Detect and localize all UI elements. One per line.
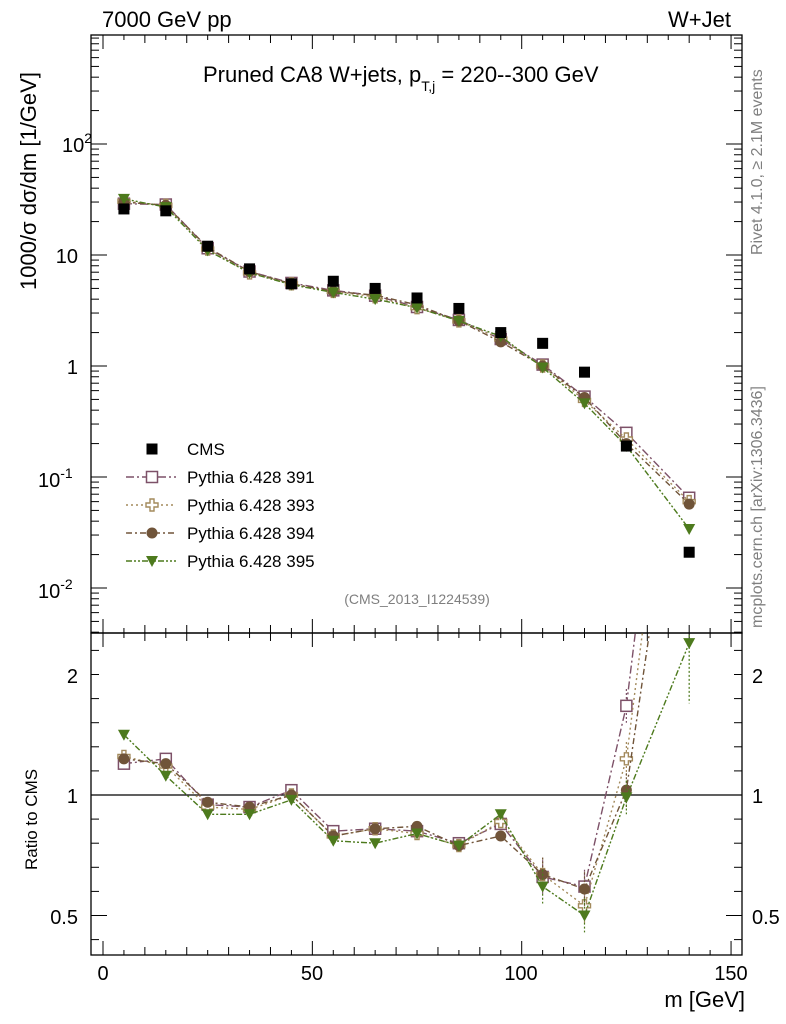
ratio-point-3 [118, 753, 130, 765]
chart-title-sub: T,j [421, 78, 435, 94]
data-point-0 [160, 205, 172, 217]
y-tick-label-10: 10 [56, 246, 78, 268]
ratio-point-4 [620, 792, 633, 804]
series-line-3 [123, 201, 690, 505]
ratio-point-4 [327, 835, 340, 847]
y-tick-label-100: 102 [62, 130, 92, 157]
ratio-point-4 [243, 809, 256, 821]
ratio-point-3 [495, 830, 507, 842]
legend-marker-1 [145, 470, 159, 484]
data-point-4 [411, 302, 424, 314]
ratio-tick-label-2: 2 [67, 666, 78, 688]
ratio-point-4 [285, 794, 298, 806]
data-point-3 [683, 498, 695, 510]
data-point-0 [620, 440, 632, 452]
data-point-4 [117, 193, 130, 205]
data-point-4 [452, 315, 465, 327]
ratio-point-4 [494, 809, 507, 821]
ratio-tick-label-1-right: 1 [752, 786, 763, 808]
ratio-tick-label-0.5: 0.5 [50, 907, 78, 929]
data-point-0 [537, 337, 549, 349]
data-point-0 [495, 327, 507, 339]
legend: CMS Pythia 6.428 391 Pythia 6.428 393 Py… [126, 440, 315, 571]
legend-marker-4 [146, 556, 158, 567]
analysis-id: (CMS_2013_I1224539) [344, 591, 490, 607]
legend-marker-2 [145, 498, 159, 512]
legend-label-393: Pythia 6.428 393 [187, 496, 315, 515]
x-tick-label-150: 150 [714, 963, 747, 985]
ratio-point-4 [369, 838, 382, 850]
chart-title: Pruned CA8 W+jets, pT,j = 220--300 GeV [203, 62, 599, 94]
header-right: W+Jet [668, 7, 731, 32]
ratio-point-4 [452, 840, 465, 852]
ratio-tick-label-2-right: 2 [752, 666, 763, 688]
data-point-0 [327, 275, 339, 287]
ratio-point-4 [578, 910, 591, 922]
y-tick-label-0.01: 10-2 [38, 576, 73, 603]
series-main-0 [118, 203, 695, 558]
chart-title-main: Pruned CA8 W+jets, p [203, 62, 421, 87]
data-point-0 [683, 546, 695, 558]
ratio-point-4 [159, 770, 172, 782]
ratio-point-4 [683, 638, 696, 650]
series-ratio-4 [117, 633, 696, 933]
ratio-point-4 [117, 729, 130, 741]
x-tick-label-0: 0 [97, 963, 108, 985]
ratio-point-1 [620, 699, 633, 713]
ratio-tick-label-1: 1 [67, 786, 78, 808]
data-point-4 [683, 524, 696, 536]
data-point-4 [536, 362, 549, 374]
header-left: 7000 GeV pp [102, 7, 232, 32]
y-axis-label: 1000/σ dσ/dm [1/GeV] [16, 72, 41, 290]
legend-marker-0 [146, 443, 158, 455]
series-line-4 [123, 198, 690, 530]
data-point-0 [453, 302, 465, 314]
data-point-0 [579, 366, 591, 378]
ratio-line-4 [123, 642, 690, 917]
chart-title-tail: = 220--300 GeV [435, 62, 599, 87]
ratio-plot-frame [90, 632, 743, 956]
ratio-point-3 [160, 758, 172, 770]
data-point-4 [369, 294, 382, 306]
data-point-4 [327, 287, 340, 299]
legend-label-395: Pythia 6.428 395 [187, 552, 315, 571]
data-point-0 [244, 263, 256, 275]
series-line-1 [123, 202, 690, 499]
legend-label-391: Pythia 6.428 391 [187, 468, 315, 487]
ratio-point-3 [579, 883, 591, 895]
ratio-point-2 [619, 752, 634, 766]
data-point-0 [285, 278, 297, 290]
ratio-tick-label-0.5-right: 0.5 [752, 907, 780, 929]
main-plot-frame [90, 34, 743, 634]
ratio-point-4 [201, 809, 214, 821]
data-point-0 [369, 282, 381, 294]
y-tick-label-0.1: 10-1 [38, 465, 73, 492]
series-line-2 [123, 200, 690, 503]
ratio-point-4 [536, 881, 549, 893]
data-point-0 [411, 292, 423, 304]
data-point-0 [118, 203, 130, 215]
ratio-point-3 [202, 796, 214, 808]
legend-marker-3 [146, 527, 158, 539]
side-label-top: Rivet 4.1.0, ≥ 2.1M events [749, 69, 766, 255]
ratio-point-3 [369, 823, 381, 835]
y-tick-label-1: 1 [67, 357, 78, 379]
legend-label-394: Pythia 6.428 394 [187, 524, 315, 543]
data-point-4 [578, 398, 591, 410]
x-tick-label-100: 100 [504, 963, 537, 985]
x-tick-label-50: 50 [301, 963, 323, 985]
x-axis-label: m [GeV] [664, 987, 745, 1012]
data-point-0 [202, 240, 214, 252]
ratio-y-axis-label: Ratio to CMS [22, 769, 41, 870]
ratio-point-4 [411, 828, 424, 840]
legend-label-cms: CMS [187, 440, 225, 459]
side-label-bottom: mcplots.cern.ch [arXiv:1306.3436] [749, 386, 766, 628]
